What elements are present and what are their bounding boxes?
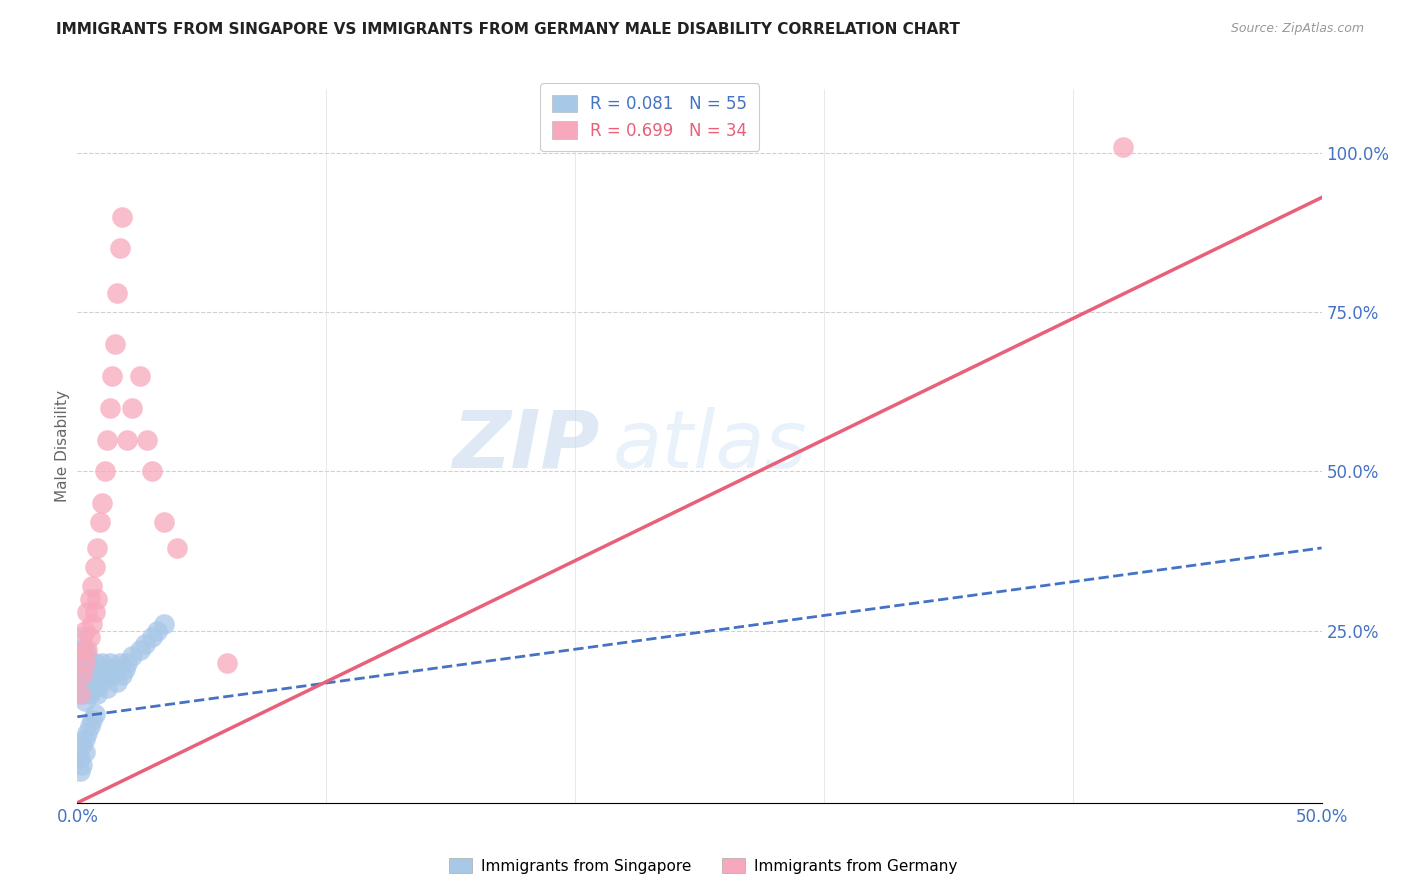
Point	[89, 668, 111, 682]
Point	[79, 591, 101, 606]
Point	[72, 649, 94, 664]
Point	[73, 732, 96, 747]
Point	[69, 643, 91, 657]
Point	[91, 496, 114, 510]
Point	[115, 656, 138, 670]
Point	[72, 668, 94, 682]
Point	[153, 516, 176, 530]
Point	[82, 617, 104, 632]
Point	[108, 656, 131, 670]
Point	[79, 656, 101, 670]
Point	[73, 656, 96, 670]
Point	[114, 662, 136, 676]
Point	[83, 706, 105, 721]
Point	[91, 656, 114, 670]
Point	[105, 286, 128, 301]
Point	[83, 605, 105, 619]
Point	[98, 656, 121, 670]
Point	[146, 624, 169, 638]
Point	[76, 662, 98, 676]
Point	[76, 725, 98, 739]
Point	[72, 688, 94, 702]
Point	[82, 674, 104, 689]
Text: atlas: atlas	[613, 407, 807, 485]
Point	[166, 541, 188, 555]
Point	[121, 401, 143, 415]
Point	[104, 337, 127, 351]
Point	[153, 617, 176, 632]
Point	[86, 541, 108, 555]
Point	[86, 662, 108, 676]
Point	[96, 433, 118, 447]
Point	[111, 210, 134, 224]
Point	[83, 560, 105, 574]
Point	[128, 368, 150, 383]
Point	[86, 688, 108, 702]
Point	[121, 649, 143, 664]
Point	[82, 662, 104, 676]
Point	[73, 624, 96, 638]
Point	[69, 764, 91, 778]
Point	[72, 757, 94, 772]
Point	[73, 668, 96, 682]
Text: ZIP: ZIP	[453, 407, 600, 485]
Point	[79, 719, 101, 733]
Legend: R = 0.081   N = 55, R = 0.699   N = 34: R = 0.081 N = 55, R = 0.699 N = 34	[540, 83, 759, 152]
Point	[98, 401, 121, 415]
Point	[76, 681, 98, 695]
Y-axis label: Male Disability: Male Disability	[55, 390, 70, 502]
Point	[73, 656, 96, 670]
Point	[73, 694, 96, 708]
Point	[83, 681, 105, 695]
Point	[215, 656, 238, 670]
Point	[141, 630, 163, 644]
Point	[111, 668, 134, 682]
Point	[72, 662, 94, 676]
Point	[76, 643, 98, 657]
Point	[86, 591, 108, 606]
Point	[115, 433, 138, 447]
Point	[82, 713, 104, 727]
Point	[69, 688, 91, 702]
Point	[69, 668, 91, 682]
Point	[89, 516, 111, 530]
Point	[69, 681, 91, 695]
Point	[72, 674, 94, 689]
Point	[91, 674, 114, 689]
Point	[72, 630, 94, 644]
Point	[136, 433, 159, 447]
Point	[79, 668, 101, 682]
Point	[134, 636, 156, 650]
Point	[101, 368, 124, 383]
Point	[76, 649, 98, 664]
Point	[73, 745, 96, 759]
Text: IMMIGRANTS FROM SINGAPORE VS IMMIGRANTS FROM GERMANY MALE DISABILITY CORRELATION: IMMIGRANTS FROM SINGAPORE VS IMMIGRANTS …	[56, 22, 960, 37]
Point	[141, 465, 163, 479]
Point	[108, 242, 131, 256]
Point	[76, 605, 98, 619]
Point	[105, 674, 128, 689]
Point	[96, 668, 118, 682]
Point	[79, 630, 101, 644]
Point	[72, 643, 94, 657]
Point	[83, 656, 105, 670]
Point	[73, 643, 96, 657]
Legend: Immigrants from Singapore, Immigrants from Germany: Immigrants from Singapore, Immigrants fr…	[443, 852, 963, 880]
Point	[101, 668, 124, 682]
Point	[93, 465, 115, 479]
Point	[72, 739, 94, 753]
Point	[82, 579, 104, 593]
Text: Source: ZipAtlas.com: Source: ZipAtlas.com	[1230, 22, 1364, 36]
Point	[1111, 139, 1133, 153]
Point	[96, 681, 118, 695]
Point	[93, 662, 115, 676]
Point	[79, 688, 101, 702]
Point	[69, 751, 91, 765]
Point	[69, 656, 91, 670]
Point	[104, 662, 127, 676]
Point	[128, 643, 150, 657]
